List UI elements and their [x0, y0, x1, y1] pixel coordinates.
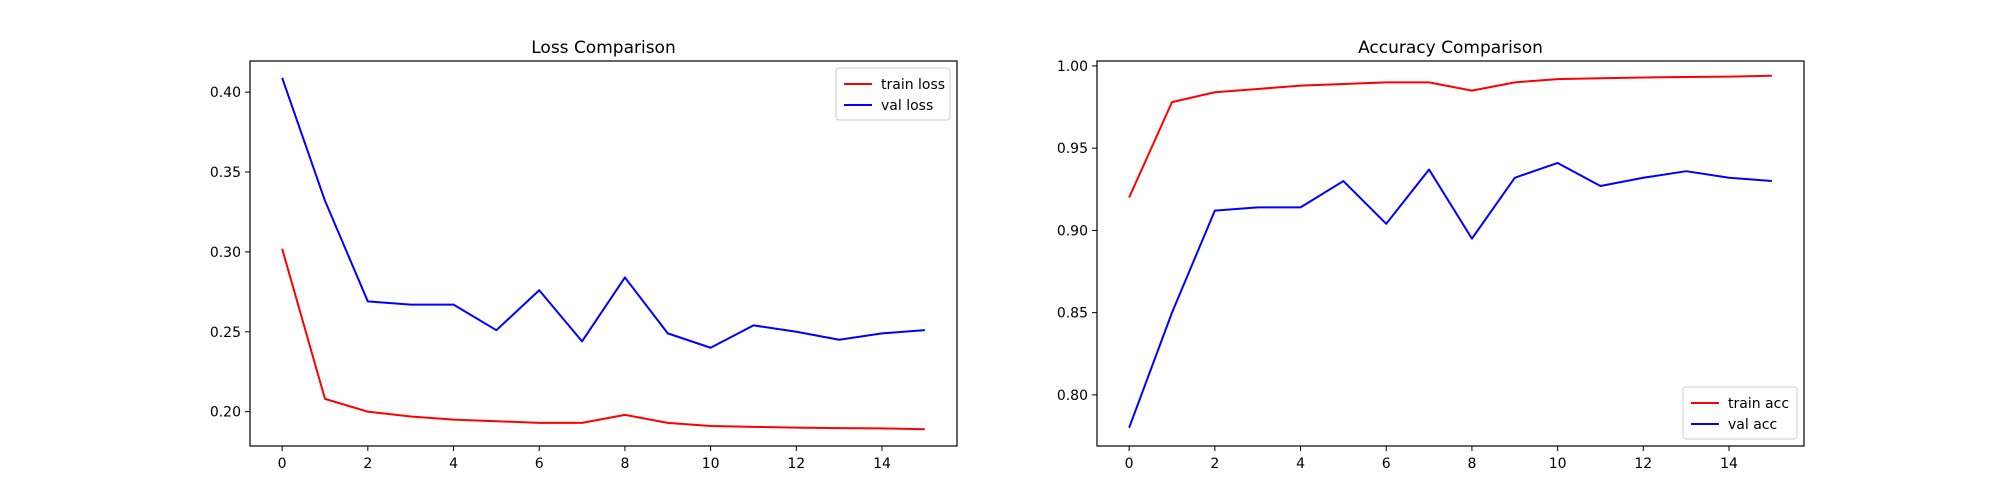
- plot-area-frame: [1096, 60, 1805, 447]
- y-tick-label: 0.80: [1057, 388, 1088, 404]
- y-tick-label: 0.40: [210, 85, 241, 101]
- plot-area-frame: [249, 60, 958, 447]
- x-tick-label: 6: [535, 456, 544, 472]
- x-tick-label: 12: [1634, 456, 1652, 472]
- y-tick-label: 0.35: [210, 165, 241, 181]
- x-tick-label: 8: [620, 456, 629, 472]
- legend-label: val acc: [1728, 417, 1777, 433]
- y-tick-label: 0.30: [210, 245, 241, 261]
- x-tick-label: 0: [278, 456, 287, 472]
- chart-title: Loss Comparison: [531, 38, 675, 58]
- legend-label: train loss: [881, 77, 945, 93]
- x-tick-label: 2: [363, 456, 372, 472]
- chart-title: Accuracy Comparison: [1358, 38, 1543, 58]
- legend-box: [835, 67, 951, 121]
- x-tick-label: 12: [787, 456, 805, 472]
- legend-label: train acc: [1728, 396, 1789, 412]
- x-tick-label: 6: [1382, 456, 1391, 472]
- series-line-val-loss: [281, 77, 925, 349]
- y-tick-label: 0.85: [1057, 306, 1088, 322]
- x-tick-label: 10: [702, 456, 720, 472]
- x-tick-label: 2: [1210, 456, 1219, 472]
- x-tick-label: 8: [1467, 456, 1476, 472]
- series-line-train-loss: [281, 248, 925, 431]
- series-line-val-acc: [1128, 161, 1772, 429]
- legend-label: val loss: [881, 98, 933, 114]
- x-tick-label: 10: [1549, 456, 1567, 472]
- x-tick-label: 14: [1720, 456, 1738, 472]
- y-tick-label: 0.20: [210, 405, 241, 421]
- y-tick-label: 0.90: [1057, 223, 1088, 239]
- y-tick-label: 0.95: [1057, 141, 1088, 157]
- x-tick-label: 4: [1296, 456, 1305, 472]
- legend-box: [1682, 386, 1798, 440]
- series-line-train-acc: [1128, 74, 1772, 198]
- legend: train acc val acc: [1682, 386, 1798, 440]
- x-tick-label: 14: [873, 456, 891, 472]
- x-tick-label: 0: [1125, 456, 1134, 472]
- x-tick-label: 4: [449, 456, 458, 472]
- loss-comparison-chart: Loss Comparison 0 2 4 6 8 10 12 14 0.20 0.25 0.30 0…: [210, 38, 958, 472]
- legend: train loss val loss: [835, 67, 951, 121]
- y-tick-label: 0.25: [210, 325, 241, 341]
- y-tick-label: 1.00: [1057, 59, 1088, 75]
- accuracy-comparison-chart: Accuracy Comparison 0 2 4 6 8 10 12 14 0.80 0.85 0…: [1057, 38, 1805, 472]
